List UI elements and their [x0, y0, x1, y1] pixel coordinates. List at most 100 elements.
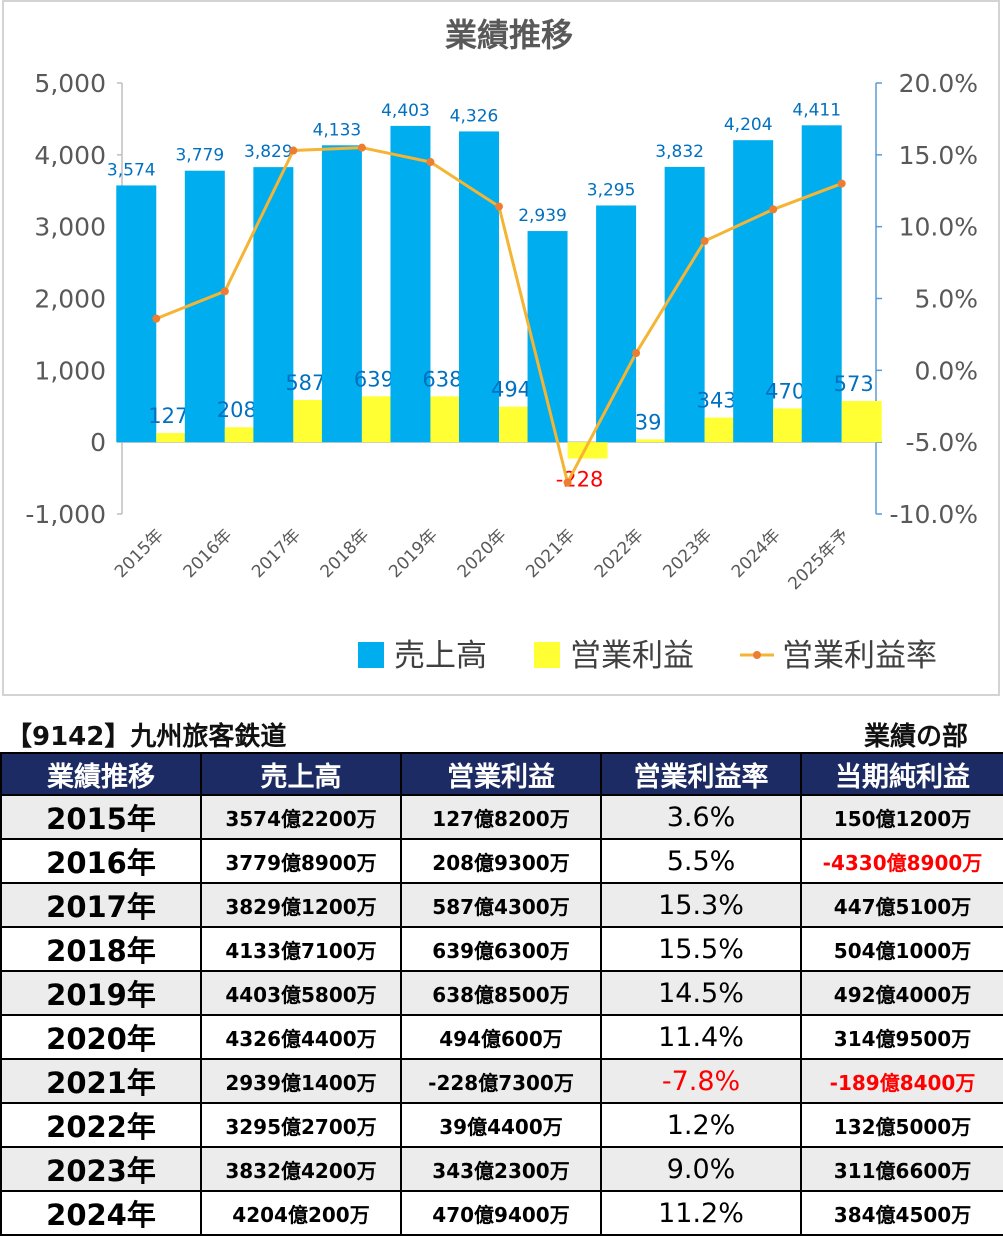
cell-operating-profit: 494億600万 [400, 1014, 602, 1060]
left-tick-label: 4,000 [34, 141, 106, 170]
cell-operating-margin: 14.5% [600, 970, 802, 1016]
operating-profit-data-label: -228 [556, 468, 604, 492]
table-row: 2022年 3295億2700万 39億4400万 1.2% 132億5000万 [0, 1102, 1003, 1148]
cell-sales: 4403億5800万 [200, 970, 402, 1016]
operating-profit-data-label: 573 [834, 372, 874, 396]
cell-operating-profit: 638億8500万 [400, 970, 602, 1016]
sales-bar [390, 125, 431, 443]
cell-sales: 4326億4400万 [200, 1014, 402, 1060]
header-net-income: 当期純利益 [800, 752, 1003, 796]
sales-bar [184, 170, 225, 443]
right-tick-label: 10.0% [899, 213, 978, 242]
operating-profit-data-label: 638 [422, 367, 462, 391]
right-tick-label: 15.0% [899, 141, 978, 170]
table-row: 2019年 4403億5800万 638億8500万 14.5% 492億4000万 [0, 970, 1003, 1016]
right-tick-label: -10.0% [890, 500, 978, 529]
cell-net-income: 314億9500万 [800, 1014, 1003, 1060]
cell-operating-profit: 343億2300万 [400, 1146, 602, 1192]
sales-bar [321, 145, 362, 443]
cell-operating-profit: 587億4300万 [400, 882, 602, 928]
legend-sales-label: 売上高 [394, 638, 487, 674]
cell-operating-profit: 208億9300万 [400, 838, 602, 884]
operating-margin-point [700, 237, 709, 246]
cell-net-income: 447億5100万 [800, 882, 1003, 928]
sales-bar [253, 167, 294, 443]
operating-margin-point [563, 478, 572, 487]
sales-bar [116, 185, 157, 443]
left-tick-label: 2,000 [34, 285, 106, 314]
results-table: 業績推移 売上高 営業利益 営業利益率 当期純利益 2015年 3574億2200… [0, 752, 1003, 1236]
sales-data-label: 4,411 [792, 100, 841, 120]
table-row: 2018年 4133億7100万 639億6300万 15.5% 504億1000万 [0, 926, 1003, 972]
table-row: 2023年 3832億4200万 343億2300万 9.0% 311億6600万 [0, 1146, 1003, 1192]
cell-net-income: 504億1000万 [800, 926, 1003, 972]
table-row: 2017年 3829億1200万 587億4300万 15.3% 447億5100万 [0, 882, 1003, 928]
left-tick-label: 1,000 [34, 356, 106, 385]
category-label: 2023年 [659, 525, 716, 582]
legend-profit-swatch [534, 642, 560, 668]
category-label: 2025年予 [784, 525, 853, 594]
chart-panel: 業績推移 -1,000 0 1,000 2,000 3,000 4,000 5,000 -10.… [2, 0, 1000, 696]
sales-bar [664, 166, 705, 443]
left-tick-label: -1,000 [25, 500, 106, 529]
table-header-row: 業績推移 売上高 営業利益 営業利益率 当期純利益 [0, 752, 1003, 796]
left-tick-label: 0 [90, 428, 106, 457]
company-title: 【9142】九州旅客鉄道 [6, 722, 287, 752]
right-tick-label: 0.0% [914, 356, 978, 385]
section-title: 業績の部 [863, 722, 968, 752]
cell-year: 2022年 [0, 1102, 202, 1148]
right-tick-label: 5.0% [914, 285, 978, 314]
sales-data-label: 2,939 [518, 206, 567, 226]
sales-data-label: 4,204 [724, 115, 773, 135]
operating-profit-data-label: 208 [217, 398, 257, 422]
operating-profit-bar [156, 433, 197, 443]
sales-bar [527, 231, 568, 443]
cell-sales: 3829億1200万 [200, 882, 402, 928]
cell-operating-margin: 15.3% [600, 882, 802, 928]
cell-year: 2015年 [0, 794, 202, 840]
sales-data-label: 4,326 [450, 106, 499, 126]
operating-margin-point [632, 349, 641, 358]
category-label: 2017年 [248, 525, 305, 582]
cell-operating-margin: -7.8% [600, 1058, 802, 1104]
cell-operating-margin: 9.0% [600, 1146, 802, 1192]
cell-net-income: 132億5000万 [800, 1102, 1003, 1148]
cell-year: 2018年 [0, 926, 202, 972]
category-label: 2022年 [591, 525, 648, 582]
operating-profit-bar [636, 439, 677, 443]
operating-margin-point [495, 202, 503, 211]
header-period: 業績推移 [0, 752, 202, 796]
cell-year: 2020年 [0, 1014, 202, 1060]
header-operating-margin: 営業利益率 [600, 752, 802, 796]
header-operating-profit: 営業利益 [400, 752, 602, 796]
operating-profit-data-label: 494 [491, 378, 531, 402]
sales-data-label: 3,574 [107, 160, 156, 180]
cell-net-income: 150億1200万 [800, 794, 1003, 840]
legend-margin-label: 営業利益率 [782, 638, 937, 674]
cell-sales: 4133億7100万 [200, 926, 402, 972]
cell-year: 2023年 [0, 1146, 202, 1192]
sales-data-label: 4,403 [381, 101, 430, 121]
cell-net-income: -189億8400万 [800, 1058, 1003, 1104]
operating-profit-data-label: 343 [697, 389, 737, 413]
cell-net-income: -4330億8900万 [800, 838, 1003, 884]
chart-title: 業績推移 [445, 16, 573, 54]
operating-profit-data-label: 127 [148, 404, 188, 428]
table-heading: 【9142】九州旅客鉄道 業績の部 [6, 716, 996, 752]
cell-sales: 3295億2700万 [200, 1102, 402, 1148]
left-tick-label: 3,000 [34, 213, 106, 242]
table-row: 2020年 4326億4400万 494億600万 11.4% 314億9500万 [0, 1014, 1003, 1060]
header-sales: 売上高 [200, 752, 402, 796]
table-row: 2015年 3574億2200万 127億8200万 3.6% 150億1200万 [0, 794, 1003, 840]
cell-net-income: 311億6600万 [800, 1146, 1003, 1192]
category-label: 2024年 [728, 525, 785, 582]
cell-sales: 2939億1400万 [200, 1058, 402, 1104]
operating-profit-data-label: 470 [765, 379, 805, 403]
right-tick-label: -5.0% [905, 428, 978, 457]
operating-margin-point [220, 287, 229, 296]
category-label: 2021年 [522, 525, 579, 582]
sales-bar [801, 125, 842, 443]
sales-data-label: 3,295 [587, 180, 636, 200]
cell-year: 2021年 [0, 1058, 202, 1104]
cell-operating-profit: 127億8200万 [400, 794, 602, 840]
